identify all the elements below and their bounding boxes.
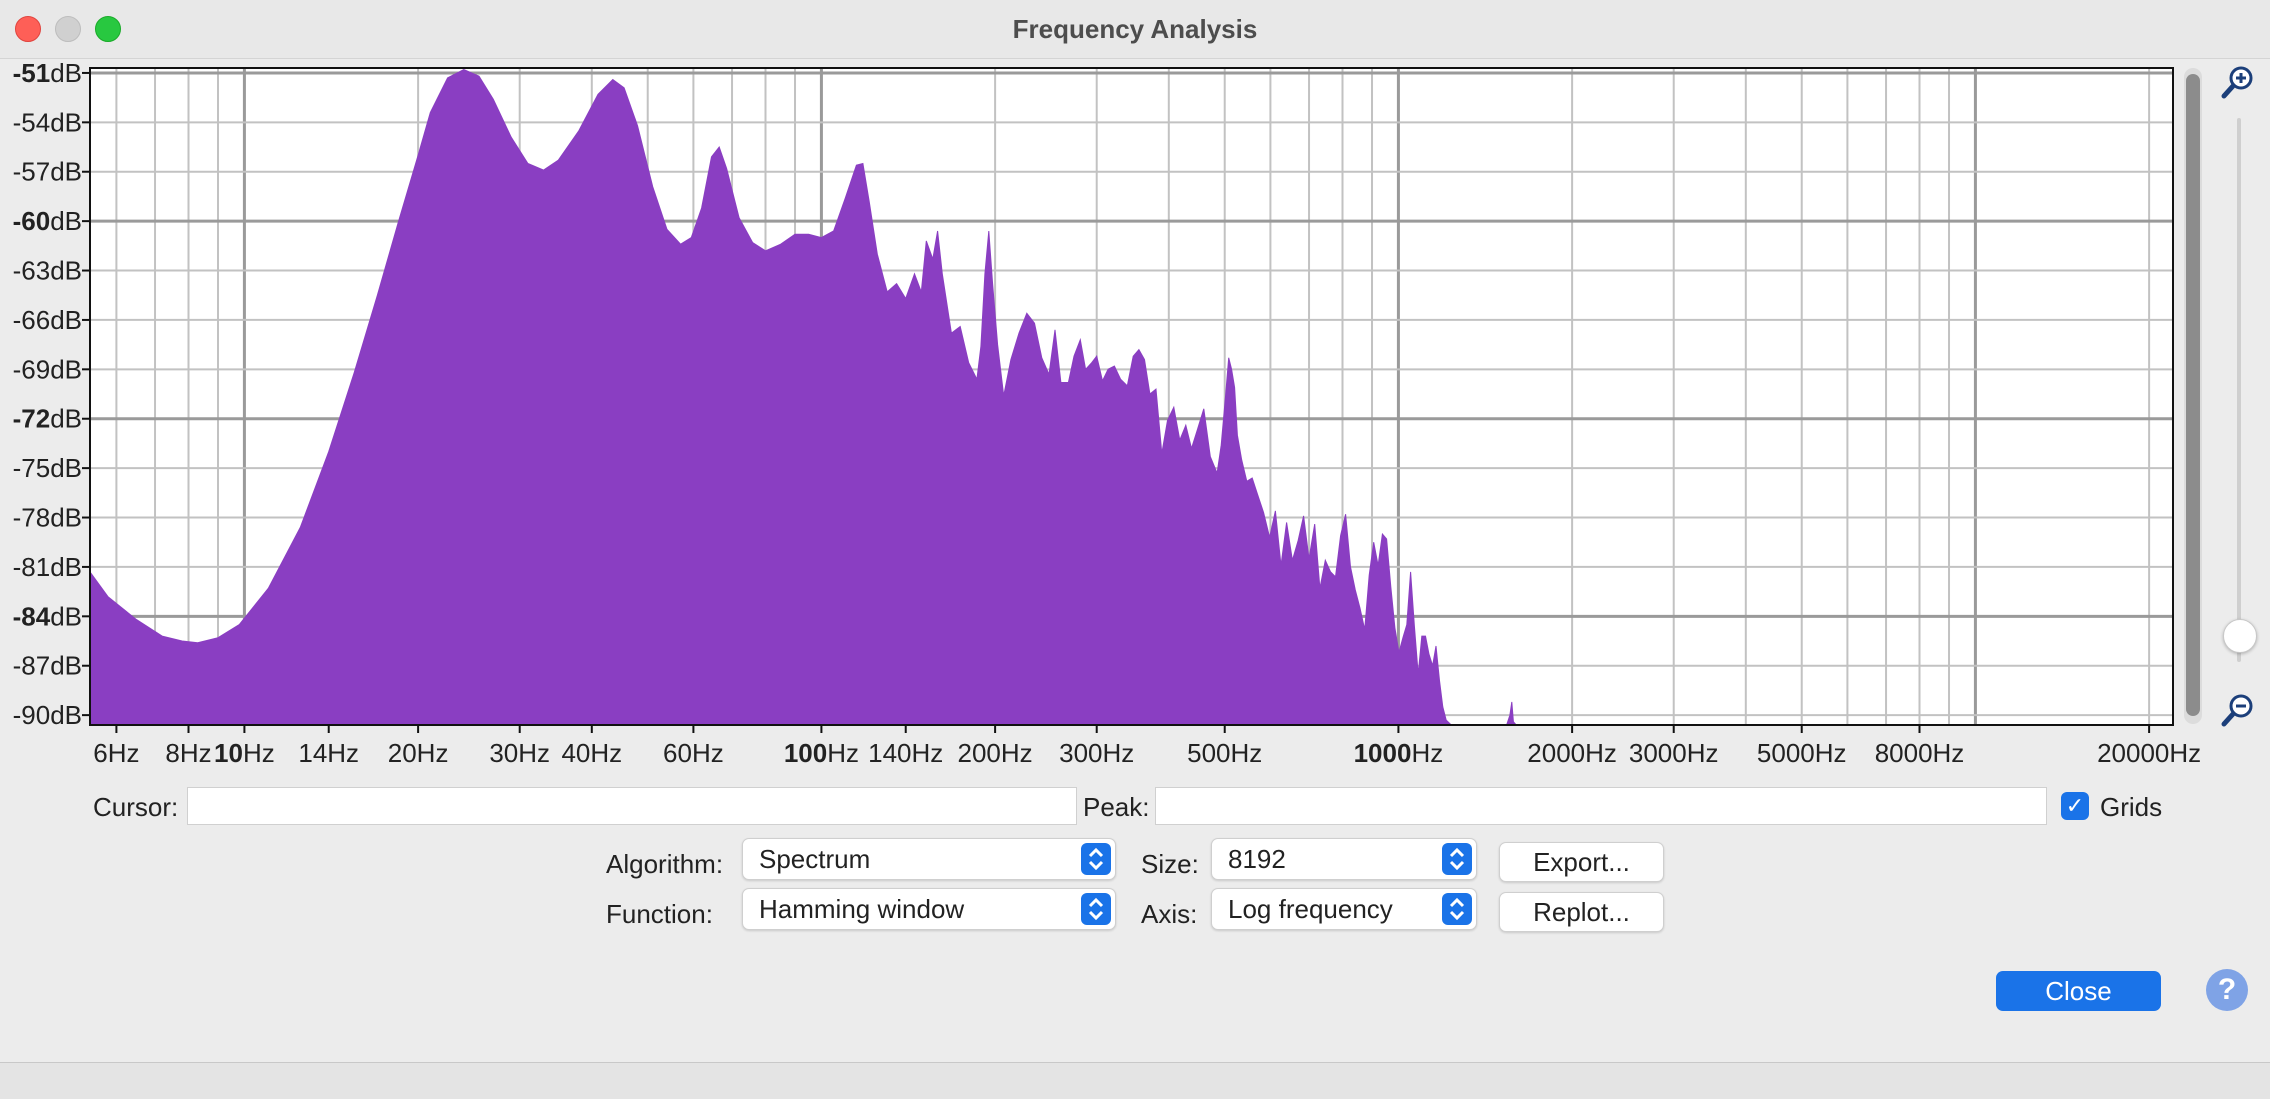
- function-value: Hamming window: [759, 894, 965, 924]
- x-tick-label: 8000Hz: [1875, 738, 1965, 768]
- replot-button[interactable]: Replot...: [1499, 892, 1664, 932]
- window-title: Frequency Analysis: [1012, 14, 1258, 44]
- x-tick-label: 2000Hz: [1527, 738, 1617, 768]
- x-tick-label: 300Hz: [1059, 738, 1134, 768]
- axis-value: Log frequency: [1228, 894, 1393, 924]
- minimize-window-button[interactable]: [55, 16, 81, 42]
- axis-select[interactable]: Log frequency: [1211, 888, 1477, 930]
- vertical-scrollbar-thumb[interactable]: [2186, 74, 2200, 716]
- y-tick-label: -90dB: [13, 700, 82, 730]
- x-tick-label: 100Hz: [784, 738, 859, 768]
- help-button[interactable]: ?: [2206, 969, 2248, 1011]
- status-bar: [0, 1062, 2270, 1099]
- x-tick-label: 8Hz: [165, 738, 211, 768]
- size-label: Size:: [1141, 849, 1199, 879]
- x-tick-label: 20Hz: [388, 738, 449, 768]
- x-tick-label: 40Hz: [561, 738, 622, 768]
- function-select[interactable]: Hamming window: [742, 888, 1116, 930]
- peak-label: Peak:: [1083, 792, 1150, 822]
- checkmark-icon: ✓: [2065, 793, 2085, 818]
- y-tick-label: -66dB: [13, 305, 82, 335]
- y-tick-label: -75dB: [13, 453, 82, 483]
- close-window-button[interactable]: [15, 16, 41, 42]
- grids-checkbox[interactable]: ✓: [2061, 792, 2089, 820]
- grids-label: Grids: [2100, 792, 2163, 822]
- algorithm-label: Algorithm:: [606, 849, 724, 879]
- zoom-slider-track[interactable]: [2237, 118, 2241, 662]
- x-tick-label: 5000Hz: [1757, 738, 1847, 768]
- x-tick-label: 3000Hz: [1629, 738, 1719, 768]
- y-tick-label: -84dB: [13, 601, 82, 631]
- peak-field[interactable]: [1155, 787, 2047, 825]
- x-tick-label: 140Hz: [868, 738, 943, 768]
- spectrum-plot-area: -51dB -54dB -57dB -60dB -63dB -66dB -69dB -72dB…: [0, 58, 2270, 768]
- y-tick-label: -57dB: [13, 157, 82, 187]
- question-mark-icon: ?: [2217, 973, 2237, 1006]
- x-tick-label: 20000Hz: [2097, 738, 2201, 768]
- y-tick-label: -72dB: [13, 404, 82, 434]
- x-tick-label: 500Hz: [1187, 738, 1262, 768]
- x-tick-label: 200Hz: [958, 738, 1033, 768]
- x-tick-label: 10Hz: [214, 738, 275, 768]
- zoom-in-icon[interactable]: [2220, 64, 2256, 105]
- axis-label: Axis:: [1141, 899, 1198, 929]
- vertical-scrollbar-track[interactable]: [2184, 68, 2202, 724]
- plot-frame: [89, 67, 2174, 726]
- y-tick-label: -63dB: [13, 256, 82, 286]
- updown-chevron-icon: [1442, 893, 1472, 925]
- updown-chevron-icon: [1442, 843, 1472, 875]
- size-select[interactable]: 8192: [1211, 838, 1477, 880]
- maximize-window-button[interactable]: [95, 16, 121, 42]
- y-tick-label: -60dB: [13, 206, 82, 236]
- spectrum-area: [89, 69, 2173, 726]
- x-tick-label: 30Hz: [489, 738, 550, 768]
- size-value: 8192: [1228, 844, 1286, 874]
- zoom-slider-thumb[interactable]: [2223, 618, 2257, 653]
- x-tick-label: 14Hz: [298, 738, 359, 768]
- function-label: Function:: [606, 899, 713, 929]
- y-tick-label: -51dB: [13, 58, 82, 88]
- algorithm-select[interactable]: Spectrum: [742, 838, 1116, 880]
- y-tick-label: -81dB: [13, 552, 82, 582]
- y-tick-label: -78dB: [13, 503, 82, 533]
- updown-chevron-icon: [1081, 843, 1111, 875]
- x-tick-label: 6Hz: [93, 738, 139, 768]
- cursor-field[interactable]: [187, 787, 1077, 825]
- cursor-label: Cursor:: [93, 792, 179, 822]
- y-tick-label: -69dB: [13, 354, 82, 384]
- y-tick-label: -54dB: [13, 107, 82, 137]
- x-tick-label: 1000Hz: [1354, 738, 1444, 768]
- spectrum-plot[interactable]: -51dB -54dB -57dB -60dB -63dB -66dB -69dB -72dB…: [0, 58, 2270, 768]
- updown-chevron-icon: [1081, 893, 1111, 925]
- close-button[interactable]: Close: [1996, 971, 2161, 1011]
- title-bar: Frequency Analysis: [0, 0, 2270, 59]
- x-tick-label: 60Hz: [663, 738, 724, 768]
- algorithm-value: Spectrum: [759, 844, 871, 874]
- y-tick-label: -87dB: [13, 651, 82, 681]
- export-button[interactable]: Export...: [1499, 842, 1664, 882]
- zoom-out-icon[interactable]: [2220, 692, 2256, 733]
